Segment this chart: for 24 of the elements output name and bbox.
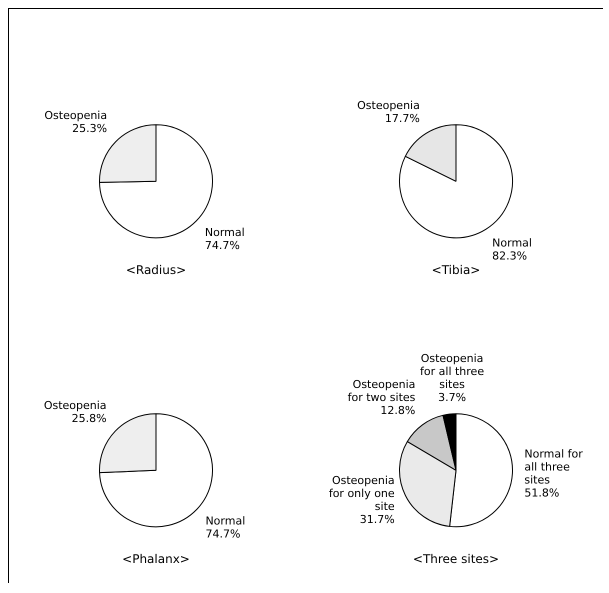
data-label: 82.3% <box>492 249 528 262</box>
slice-label: Osteopenia for all three sites <box>420 352 484 392</box>
slice-label: Normal for all three sites <box>524 448 584 487</box>
data-label: 17.7% <box>384 112 420 125</box>
slice-label: Osteopenia <box>357 98 420 112</box>
slice-label: Normal <box>204 226 245 240</box>
text: <Three sites> <box>412 552 500 566</box>
slice-label: Osteopenia <box>44 109 108 122</box>
data-label: 25.3% <box>72 122 108 136</box>
slice-label: Osteopenia for two sites <box>348 378 416 404</box>
text: <Radius> <box>126 262 186 277</box>
text: <Phalanx> <box>122 552 190 566</box>
data-label: 25.8% <box>72 412 107 425</box>
data-label: 74.7% <box>205 528 240 541</box>
slice-label: Normal <box>492 236 532 250</box>
slice-label: Osteopenia for only one site <box>328 474 395 514</box>
data-label: 12.8% <box>380 404 416 417</box>
data-label: 74.7% <box>204 239 240 252</box>
slice-label: Osteopenia <box>44 398 107 412</box>
data-label: 51.8% <box>524 486 560 500</box>
data-label: 3.7% <box>438 391 466 404</box>
text: <Tibia> <box>432 262 480 277</box>
data-label: 31.7% <box>360 513 395 526</box>
slice-label: Normal <box>205 514 246 528</box>
